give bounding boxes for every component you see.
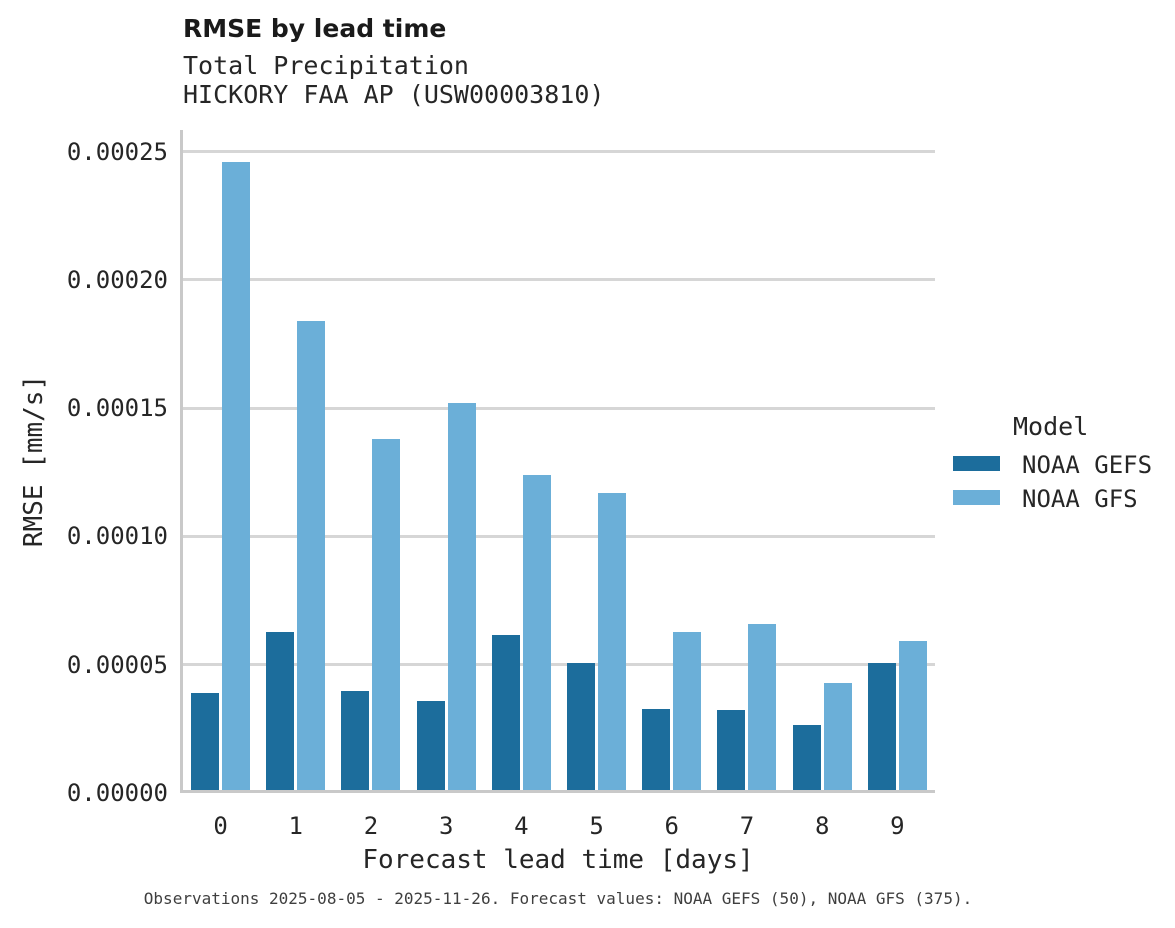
bar-noaa-gfs-lead-7: [748, 623, 777, 793]
bar-group-lead-9: [860, 641, 935, 793]
bar-noaa-gefs-lead-0: [191, 692, 220, 793]
bar-noaa-gfs-lead-3: [447, 403, 476, 793]
x-tick-label-1: 1: [288, 812, 303, 840]
bar-noaa-gfs-lead-1: [297, 320, 326, 793]
gridline-y-0.00020: [183, 278, 935, 282]
bar-noaa-gfs-lead-6: [673, 632, 702, 793]
y-tick-label-0.00010: 0.00010: [66, 522, 168, 551]
bar-noaa-gfs-lead-2: [372, 438, 401, 793]
bar-group-lead-2: [333, 438, 408, 793]
x-axis-label: Forecast lead time [days]: [362, 845, 754, 875]
bar-noaa-gefs-lead-1: [266, 632, 295, 793]
bar-noaa-gefs-lead-8: [792, 725, 821, 793]
bar-group-lead-6: [634, 632, 709, 793]
bar-noaa-gefs-lead-4: [491, 634, 520, 793]
bar-noaa-gfs-lead-5: [598, 492, 627, 793]
bar-noaa-gefs-lead-6: [642, 709, 671, 793]
bar-noaa-gefs-lead-2: [341, 691, 370, 793]
x-tick-label-5: 5: [589, 812, 604, 840]
bar-group-lead-4: [484, 474, 559, 793]
legend-swatch-noaa-gfs: [953, 490, 1000, 505]
gridline-y-0.00025: [183, 150, 935, 153]
x-axis-line: [180, 790, 935, 793]
x-tick-label-6: 6: [664, 812, 679, 840]
x-tick-label-8: 8: [814, 812, 830, 840]
bar-group-lead-3: [409, 403, 484, 793]
bar-group-lead-0: [183, 161, 258, 793]
y-axis-spine: [180, 130, 183, 793]
chart-subtitle-station: HICKORY FAA AP (USW00003810): [183, 80, 605, 109]
legend-title: Model: [1013, 412, 1089, 441]
x-tick-label-0: 0: [213, 812, 228, 840]
plot-area: [183, 130, 935, 793]
x-tick-label-3: 3: [438, 812, 454, 840]
bar-noaa-gfs-lead-0: [222, 161, 251, 793]
bar-noaa-gefs-lead-5: [567, 663, 596, 793]
y-tick-label-0.00005: 0.00005: [66, 650, 168, 679]
bar-noaa-gefs-lead-9: [867, 663, 896, 793]
caption-observations: Observations 2025-08-05 - 2025-11-26. Fo…: [143, 889, 973, 908]
x-tick-label-4: 4: [514, 812, 529, 840]
x-tick-label-7: 7: [739, 812, 755, 840]
bar-noaa-gfs-lead-8: [823, 683, 852, 793]
bar-group-lead-1: [258, 320, 333, 793]
chart-subtitle-variable: Total Precipitation: [183, 51, 469, 80]
legend-label-noaa-gefs: NOAA GEFS: [1022, 451, 1153, 479]
chart-title: RMSE by lead time: [183, 14, 447, 43]
gridline-y-0.00005: [183, 663, 935, 667]
y-tick-label-0.00015: 0.00015: [66, 394, 168, 423]
bar-noaa-gefs-lead-7: [717, 710, 746, 793]
gridline-y-0.00010: [183, 534, 935, 538]
gridline-y-0.00015: [183, 406, 935, 410]
legend-swatch-noaa-gefs: [953, 456, 1000, 471]
bar-noaa-gefs-lead-3: [416, 701, 445, 793]
legend-label-noaa-gfs: NOAA GFS: [1022, 485, 1138, 513]
bar-group-lead-8: [785, 683, 860, 793]
bar-group-lead-7: [709, 623, 784, 793]
bar-noaa-gfs-lead-9: [898, 641, 927, 793]
x-tick-label-9: 9: [890, 812, 905, 840]
bar-noaa-gfs-lead-4: [522, 474, 551, 793]
x-tick-label-2: 2: [363, 812, 379, 840]
y-tick-label-0.00000: 0.00000: [66, 779, 168, 807]
y-tick-label-0.00025: 0.00025: [66, 137, 168, 166]
y-tick-label-0.00020: 0.00020: [66, 265, 168, 294]
bar-group-lead-5: [559, 492, 634, 793]
